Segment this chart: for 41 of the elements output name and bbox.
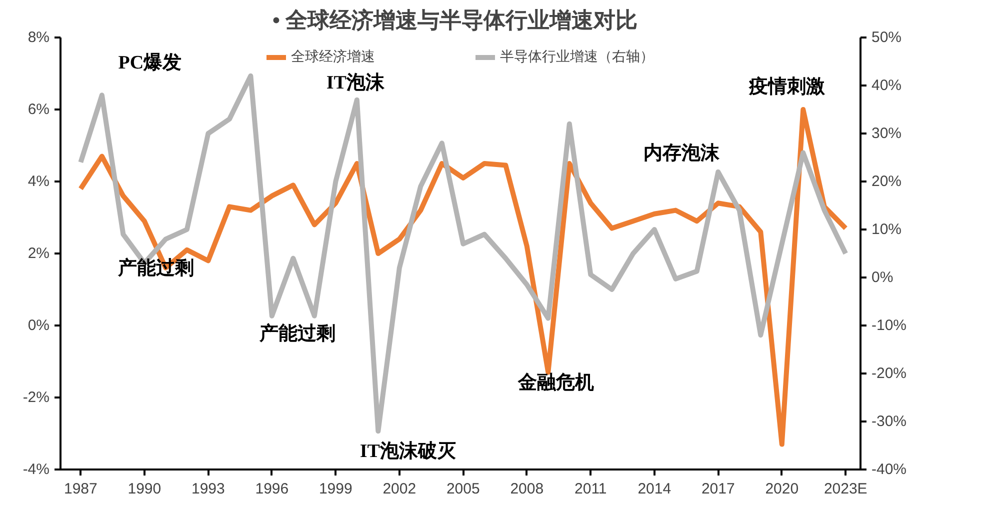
x-tick-label: 2011 xyxy=(574,480,607,498)
y2-tick-label: 50% xyxy=(872,29,902,46)
y2-tick-label: 0% xyxy=(872,269,894,286)
y-tick-label: 8% xyxy=(28,29,50,46)
y2-tick-label: -10% xyxy=(872,317,907,334)
annotation: 内存泡沫 xyxy=(644,142,721,164)
chart-title: • 全球经济增速与半导体行业增速对比 xyxy=(272,8,638,32)
annotation: 产能过剩 xyxy=(258,322,336,345)
annotation: IT泡沫破灭 xyxy=(360,440,456,462)
y-tick-label: 0% xyxy=(28,317,50,334)
legend-label: 全球经济增速 xyxy=(291,48,375,66)
annotation: 疫情刺激 xyxy=(748,75,826,98)
x-tick-label: 2008 xyxy=(510,480,544,498)
y-tick-label: 6% xyxy=(28,101,50,118)
y2-tick-label: -30% xyxy=(872,413,907,430)
x-tick-label: 1999 xyxy=(318,480,352,498)
x-tick-label: 2002 xyxy=(382,480,416,498)
x-tick-label: 1993 xyxy=(191,480,225,498)
annotation: PC爆发 xyxy=(118,52,182,74)
x-tick-label: 1990 xyxy=(128,480,162,498)
x-tick-label: 2005 xyxy=(446,480,480,498)
y-tick-label: -2% xyxy=(22,389,50,406)
x-tick-label: 2020 xyxy=(765,480,799,498)
y-tick-label: -4% xyxy=(22,461,50,478)
y2-tick-label: 10% xyxy=(872,221,902,238)
x-tick-label: 1996 xyxy=(255,480,289,498)
x-tick-label: 1987 xyxy=(64,480,98,498)
legend-label: 半导体行业增速（右轴） xyxy=(500,48,654,66)
y-tick-label: 2% xyxy=(28,245,50,262)
y2-tick-label: 40% xyxy=(872,77,902,94)
y2-tick-label: 30% xyxy=(872,125,902,142)
annotation: IT泡沫 xyxy=(326,71,386,94)
x-tick-label: 2014 xyxy=(638,480,672,498)
y2-tick-label: -40% xyxy=(872,461,907,478)
annotation: 产能过剩 xyxy=(117,257,194,280)
annotation: 金融危机 xyxy=(516,372,594,394)
x-tick-label: 2017 xyxy=(701,480,735,498)
y2-tick-label: -20% xyxy=(872,365,907,382)
y-tick-label: 4% xyxy=(28,173,50,190)
y2-tick-label: 20% xyxy=(872,173,902,190)
x-tick-label: 2023E xyxy=(824,480,868,498)
